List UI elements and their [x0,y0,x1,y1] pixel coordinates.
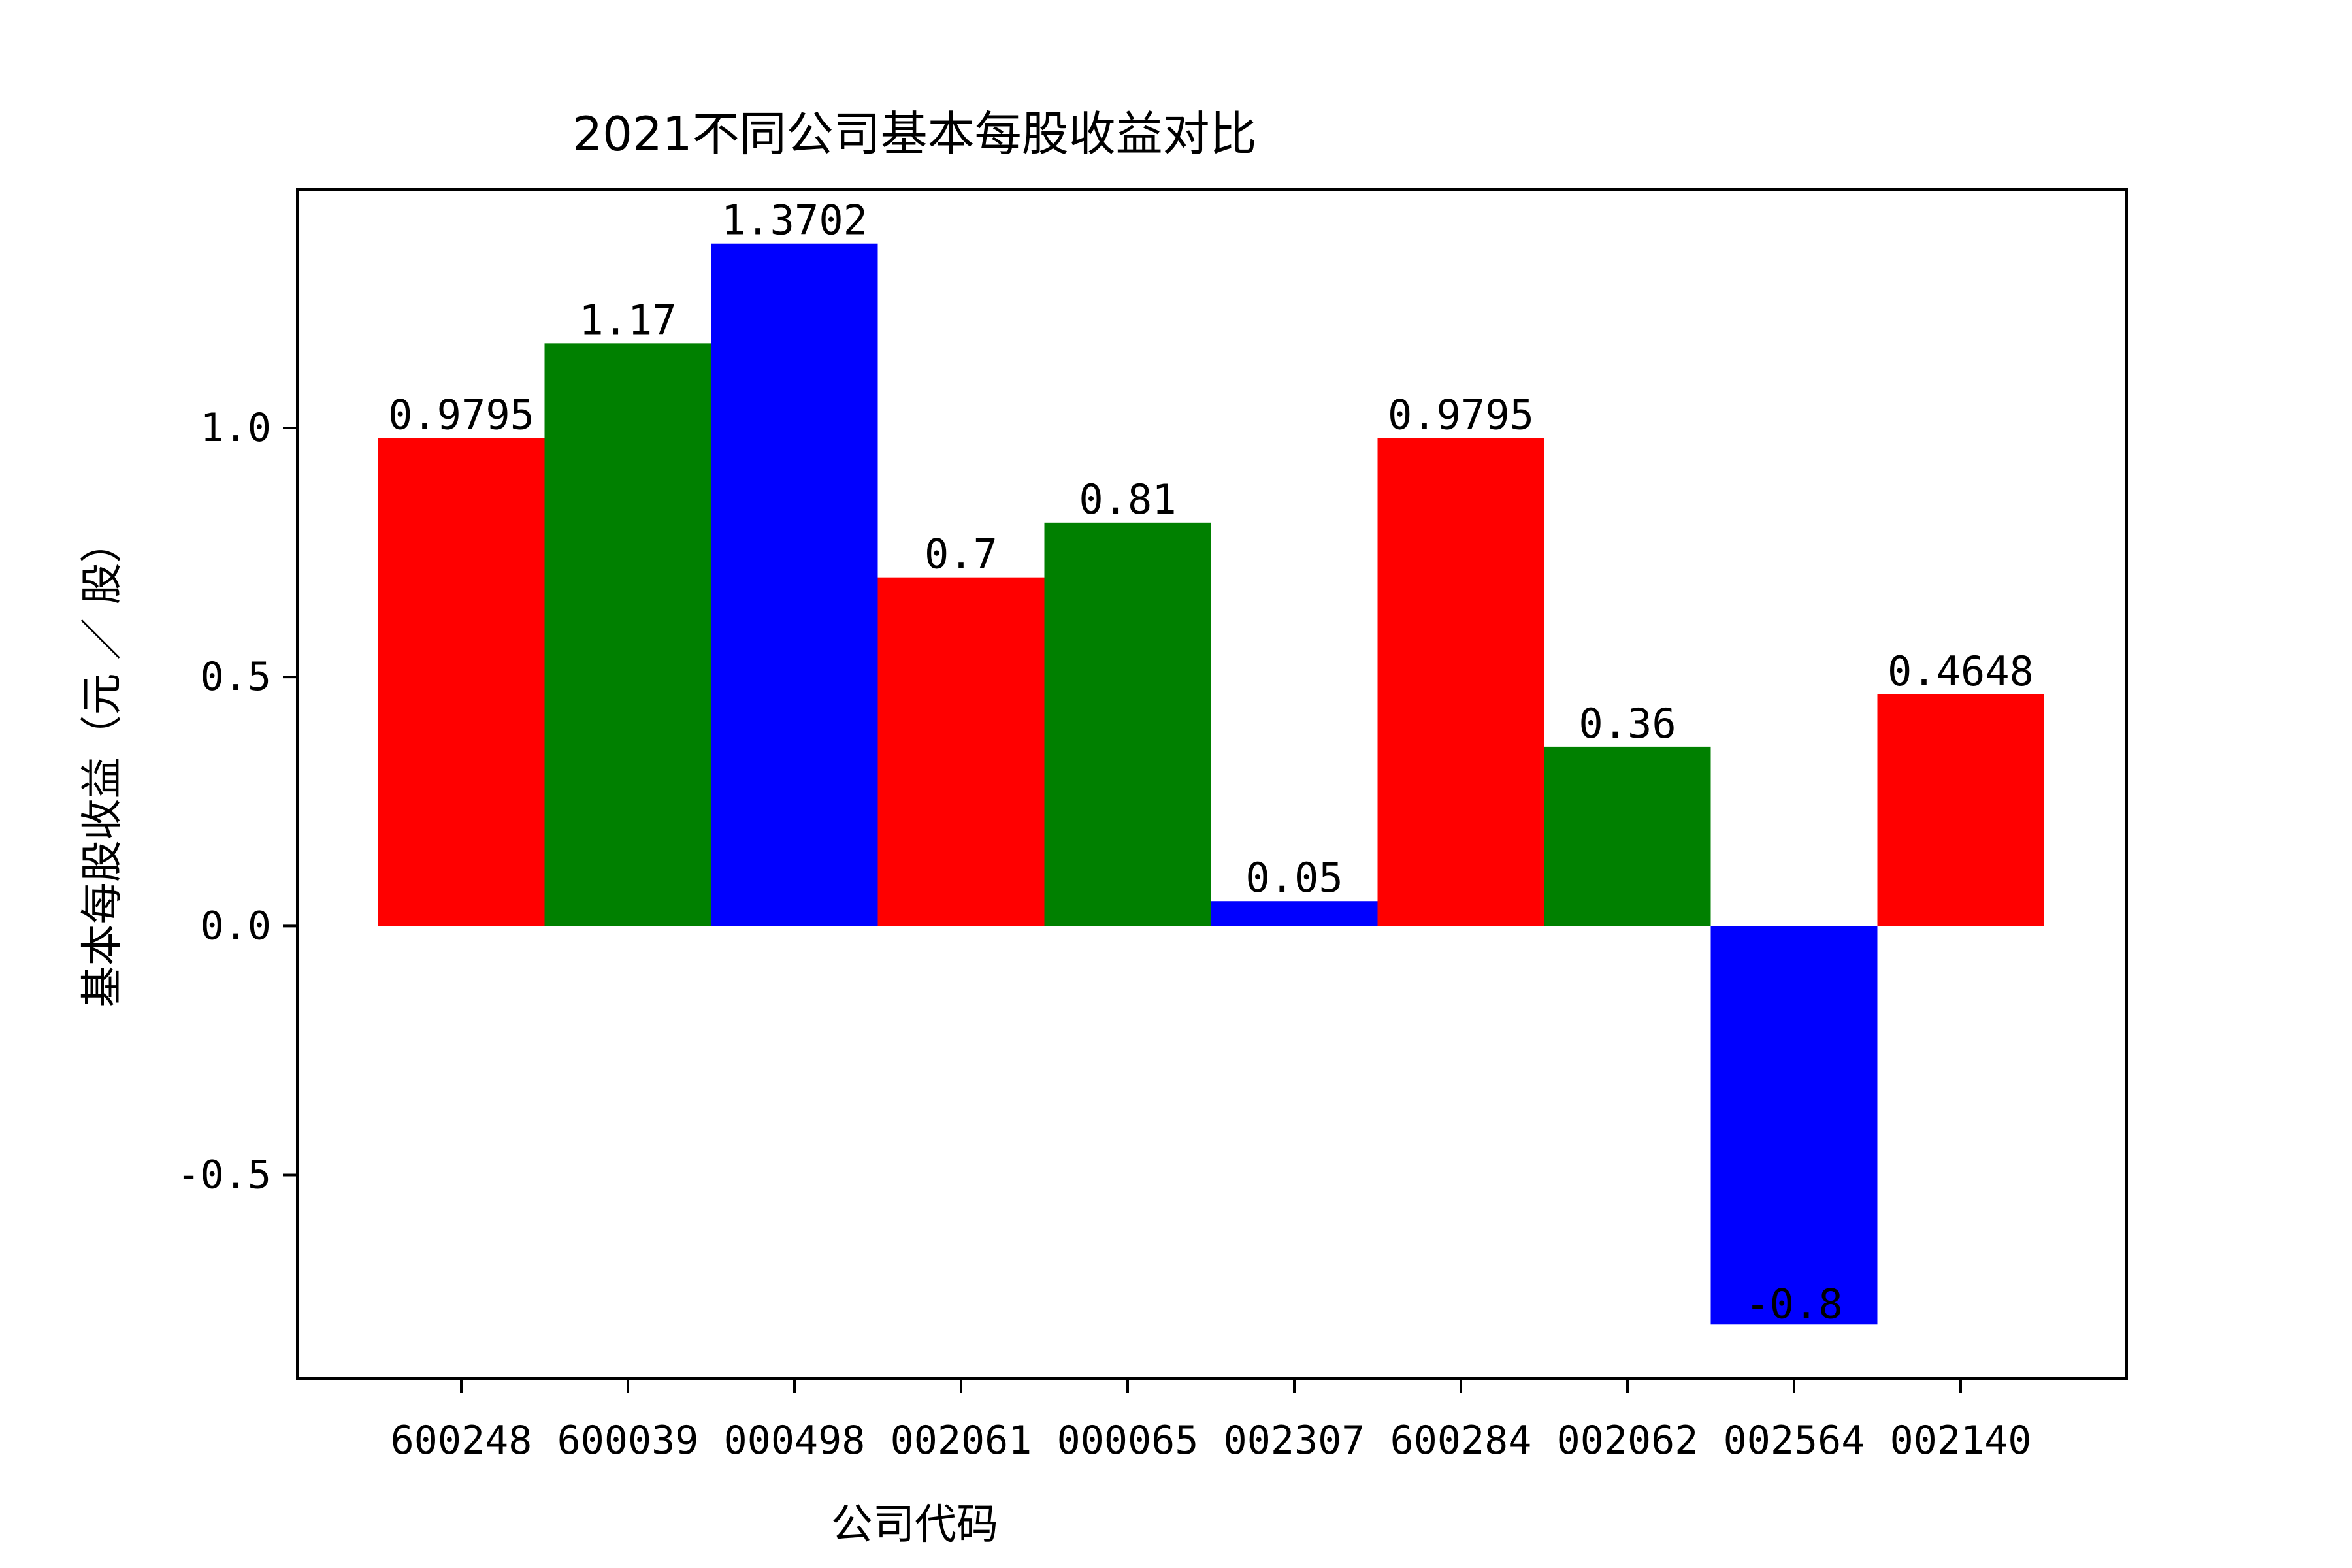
bar-000065 [1044,522,1211,926]
bar-002307 [1211,901,1378,926]
x-tick-label: 002140 [1890,1418,2032,1463]
bar-000498 [711,243,878,926]
x-tick-label: 600284 [1390,1418,1532,1463]
data-label-002307: 0.05 [1245,854,1343,902]
bar-002062 [1544,746,1711,926]
x-tick-label: 000498 [724,1418,866,1463]
data-label-600284: 0.9795 [1388,391,1534,439]
bar-002564 [1710,926,1878,1325]
x-tick-label: 600248 [391,1418,532,1463]
data-label-000065: 0.81 [1079,476,1176,523]
x-tick-label: 002062 [1557,1418,1699,1463]
data-label-000498: 1.3702 [721,197,868,244]
data-label-002061: 0.7 [924,531,998,578]
x-tick-label: 600039 [557,1418,699,1463]
data-label-002062: 0.36 [1578,700,1676,747]
bar-002061 [877,577,1045,926]
bar-002140 [1877,694,2044,926]
data-label-002140: 0.4648 [1887,647,2034,695]
data-label-600248: 0.9795 [388,391,534,439]
y-tick-label: 1.0 [201,405,271,451]
x-tick-label: 000065 [1057,1418,1199,1463]
y-tick-label: -0.5 [177,1152,272,1198]
bar-600039 [544,343,711,926]
y-tick-label: 0.0 [201,903,271,949]
bar-600284 [1377,438,1544,926]
y-axis-label: 基本每股收益（元 ／ 股） [78,521,127,1008]
plot-frame [296,188,2128,1380]
chart-title: 2021不同公司基本每股收益对比 [572,106,1256,161]
data-label-002564: -0.8 [1745,1280,1842,1328]
x-tick-label: 002564 [1723,1418,1865,1463]
x-tick-label: 002307 [1224,1418,1365,1463]
bar-600248 [378,438,545,926]
plot-area: 0.9795 1.17 1.3702 0.7 0.81 0.05 0.9795 0.36 -0.… [177,188,2128,1463]
x-axis-label: 公司代码 [831,1501,998,1549]
x-tick-label: 002061 [890,1418,1032,1463]
y-tick-label: 0.5 [201,654,271,700]
data-label-600039: 1.17 [579,296,676,344]
